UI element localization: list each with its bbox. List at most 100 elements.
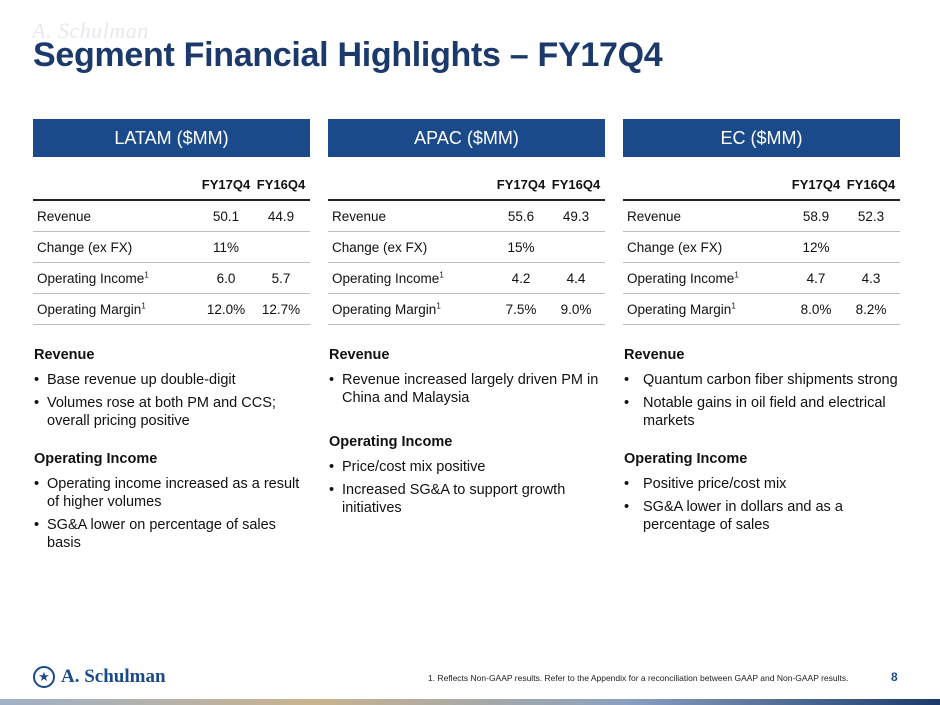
list-item: Notable gains in oil field and electrica… bbox=[624, 394, 900, 430]
segment-notes: Revenue Revenue increased largely driven… bbox=[328, 347, 605, 517]
cell-value bbox=[842, 231, 900, 263]
row-label: Revenue bbox=[328, 200, 495, 232]
financial-table: FY17Q4 FY16Q4 Revenue 50.1 44.9 Change (… bbox=[33, 169, 310, 325]
segment-header: LATAM ($MM) bbox=[33, 119, 310, 157]
financial-table: FY17Q4 FY16Q4 Revenue 55.6 49.3 Change (… bbox=[328, 169, 605, 325]
column-header: FY17Q4 bbox=[495, 169, 547, 201]
column-header: FY17Q4 bbox=[790, 169, 842, 201]
bullet-list: Revenue increased largely driven PM in C… bbox=[329, 371, 605, 407]
cell-value: 50.1 bbox=[200, 200, 252, 232]
table-row: Operating Margin1 12.0% 12.7% bbox=[33, 293, 310, 325]
column-header: FY17Q4 bbox=[200, 169, 252, 201]
segment-notes: Revenue Quantum carbon fiber shipments s… bbox=[623, 347, 900, 534]
column-header: FY16Q4 bbox=[842, 169, 900, 201]
logo-text: A. Schulman bbox=[61, 666, 166, 687]
table-row: Change (ex FX) 12% bbox=[623, 231, 900, 263]
page-title: Segment Financial Highlights – FY17Q4 bbox=[33, 36, 663, 74]
figure-icon: ★ bbox=[33, 666, 55, 688]
row-label: Change (ex FX) bbox=[33, 231, 200, 263]
cell-value: 9.0% bbox=[547, 293, 605, 325]
footnote: 1. Reflects Non-GAAP results. Refer to t… bbox=[428, 673, 849, 683]
list-item: SG&A lower on percentage of sales basis bbox=[34, 516, 310, 552]
table-row: Revenue 50.1 44.9 bbox=[33, 200, 310, 232]
bullet-list: Base revenue up double-digit Volumes ros… bbox=[34, 371, 310, 430]
row-label: Operating Income1 bbox=[328, 262, 495, 294]
table-row: Revenue 58.9 52.3 bbox=[623, 200, 900, 232]
notes-heading: Operating Income bbox=[34, 451, 158, 467]
row-label: Operating Margin1 bbox=[328, 293, 495, 325]
notes-heading: Revenue bbox=[329, 347, 390, 363]
cell-value: 7.5% bbox=[495, 293, 547, 325]
bullet-list: Positive price/cost mix SG&A lower in do… bbox=[624, 475, 900, 534]
company-logo: ★ A. Schulman bbox=[33, 666, 166, 688]
table-header-row: FY17Q4 FY16Q4 bbox=[623, 169, 900, 201]
bottom-decorative-bar bbox=[0, 699, 940, 705]
list-item: Revenue increased largely driven PM in C… bbox=[329, 371, 605, 407]
list-item: Price/cost mix positive bbox=[329, 458, 605, 476]
cell-value: 15% bbox=[495, 231, 547, 263]
row-label: Change (ex FX) bbox=[623, 231, 790, 263]
cell-value: 12.7% bbox=[252, 293, 310, 325]
cell-value: 52.3 bbox=[842, 200, 900, 232]
cell-value: 49.3 bbox=[547, 200, 605, 232]
watermark-logo: A. Schulman bbox=[32, 18, 149, 43]
list-item: Operating income increased as a result o… bbox=[34, 475, 310, 511]
segment-notes: Revenue Base revenue up double-digit Vol… bbox=[33, 347, 310, 552]
cell-value: 8.2% bbox=[842, 293, 900, 325]
segment-ec: EC ($MM) FY17Q4 FY16Q4 Revenue 58.9 52.3… bbox=[623, 119, 900, 539]
bullet-list: Price/cost mix positive Increased SG&A t… bbox=[329, 458, 605, 517]
cell-value: 11% bbox=[200, 231, 252, 263]
table-row: Change (ex FX) 11% bbox=[33, 231, 310, 263]
segment-latam: LATAM ($MM) FY17Q4 FY16Q4 Revenue 50.1 4… bbox=[33, 119, 310, 557]
list-item: Quantum carbon fiber shipments strong bbox=[624, 371, 900, 389]
table-row: Revenue 55.6 49.3 bbox=[328, 200, 605, 232]
financial-table: FY17Q4 FY16Q4 Revenue 58.9 52.3 Change (… bbox=[623, 169, 900, 325]
list-item: SG&A lower in dollars and as a percentag… bbox=[624, 498, 900, 534]
table-header-row: FY17Q4 FY16Q4 bbox=[33, 169, 310, 201]
row-label: Operating Margin1 bbox=[623, 293, 790, 325]
table-row: Operating Margin1 7.5% 9.0% bbox=[328, 293, 605, 325]
cell-value bbox=[252, 231, 310, 263]
row-label: Revenue bbox=[33, 200, 200, 232]
column-header: FY16Q4 bbox=[252, 169, 310, 201]
cell-value: 12% bbox=[790, 231, 842, 263]
list-item: Positive price/cost mix bbox=[624, 475, 900, 493]
notes-heading: Revenue bbox=[34, 347, 95, 363]
cell-value: 12.0% bbox=[200, 293, 252, 325]
cell-value: 5.7 bbox=[252, 262, 310, 294]
cell-value: 44.9 bbox=[252, 200, 310, 232]
table-row: Change (ex FX) 15% bbox=[328, 231, 605, 263]
row-label: Operating Income1 bbox=[623, 262, 790, 294]
table-row: Operating Income1 6.0 5.7 bbox=[33, 262, 310, 294]
cell-value: 4.2 bbox=[495, 262, 547, 294]
table-row: Operating Income1 4.7 4.3 bbox=[623, 262, 900, 294]
cell-value: 4.3 bbox=[842, 262, 900, 294]
row-label: Revenue bbox=[623, 200, 790, 232]
column-header-blank bbox=[623, 169, 790, 201]
segment-apac: APAC ($MM) FY17Q4 FY16Q4 Revenue 55.6 49… bbox=[328, 119, 605, 522]
notes-heading: Operating Income bbox=[624, 451, 748, 467]
segment-header: APAC ($MM) bbox=[328, 119, 605, 157]
notes-heading: Revenue bbox=[624, 347, 685, 363]
page-number: 8 bbox=[891, 670, 898, 684]
bullet-list: Quantum carbon fiber shipments strong No… bbox=[624, 371, 900, 430]
column-header-blank bbox=[328, 169, 495, 201]
list-item: Base revenue up double-digit bbox=[34, 371, 310, 389]
cell-value: 55.6 bbox=[495, 200, 547, 232]
segment-header: EC ($MM) bbox=[623, 119, 900, 157]
row-label: Change (ex FX) bbox=[328, 231, 495, 263]
cell-value: 6.0 bbox=[200, 262, 252, 294]
table-row: Operating Margin1 8.0% 8.2% bbox=[623, 293, 900, 325]
table-header-row: FY17Q4 FY16Q4 bbox=[328, 169, 605, 201]
table-row: Operating Income1 4.2 4.4 bbox=[328, 262, 605, 294]
cell-value: 4.4 bbox=[547, 262, 605, 294]
notes-heading: Operating Income bbox=[329, 434, 453, 450]
list-item: Increased SG&A to support growth initiat… bbox=[329, 481, 605, 517]
cell-value: 4.7 bbox=[790, 262, 842, 294]
cell-value: 58.9 bbox=[790, 200, 842, 232]
cell-value bbox=[547, 231, 605, 263]
row-label: Operating Margin1 bbox=[33, 293, 200, 325]
column-header: FY16Q4 bbox=[547, 169, 605, 201]
column-header-blank bbox=[33, 169, 200, 201]
row-label: Operating Income1 bbox=[33, 262, 200, 294]
